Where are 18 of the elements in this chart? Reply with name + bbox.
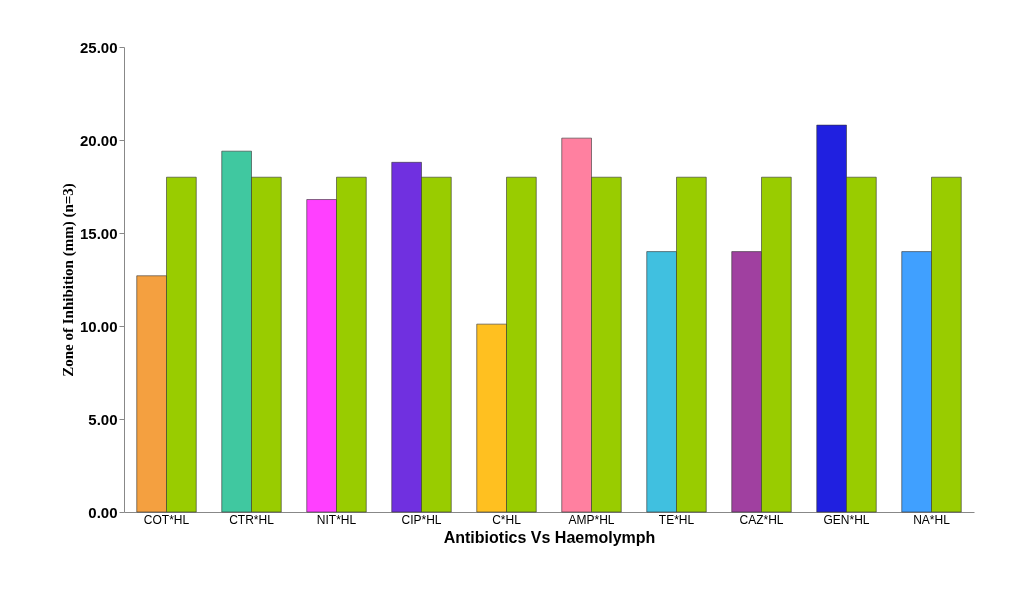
- y-tick-label: 10.00: [79, 317, 118, 335]
- x-tick-label: C*HL: [492, 512, 522, 527]
- y-tick-label: 5.00: [88, 410, 118, 428]
- y-axis-title: Zone of Inhibition (mm) (n=3): [59, 183, 77, 377]
- y-tick-label: 0.00: [88, 503, 118, 521]
- x-tick-label: TE*HL: [658, 512, 695, 527]
- x-tick-label: NA*HL: [913, 512, 951, 527]
- x-tick-label: COT*HL: [143, 512, 190, 527]
- x-tick-label: GEN*HL: [823, 512, 870, 527]
- x-tick-label: CAZ*HL: [739, 512, 784, 527]
- x-tick-label: CTR*HL: [229, 512, 275, 527]
- y-tick-label: 20.00: [79, 131, 118, 149]
- x-axis-title: Antibiotics Vs Haemolymph: [443, 528, 656, 546]
- y-tick-label: 25.00: [79, 38, 118, 56]
- x-tick-label: AMP*HL: [568, 512, 615, 527]
- x-tick-label: CIP*HL: [401, 512, 442, 527]
- x-tick-label: NIT*HL: [316, 512, 357, 527]
- y-tick-label: 15.00: [79, 224, 118, 242]
